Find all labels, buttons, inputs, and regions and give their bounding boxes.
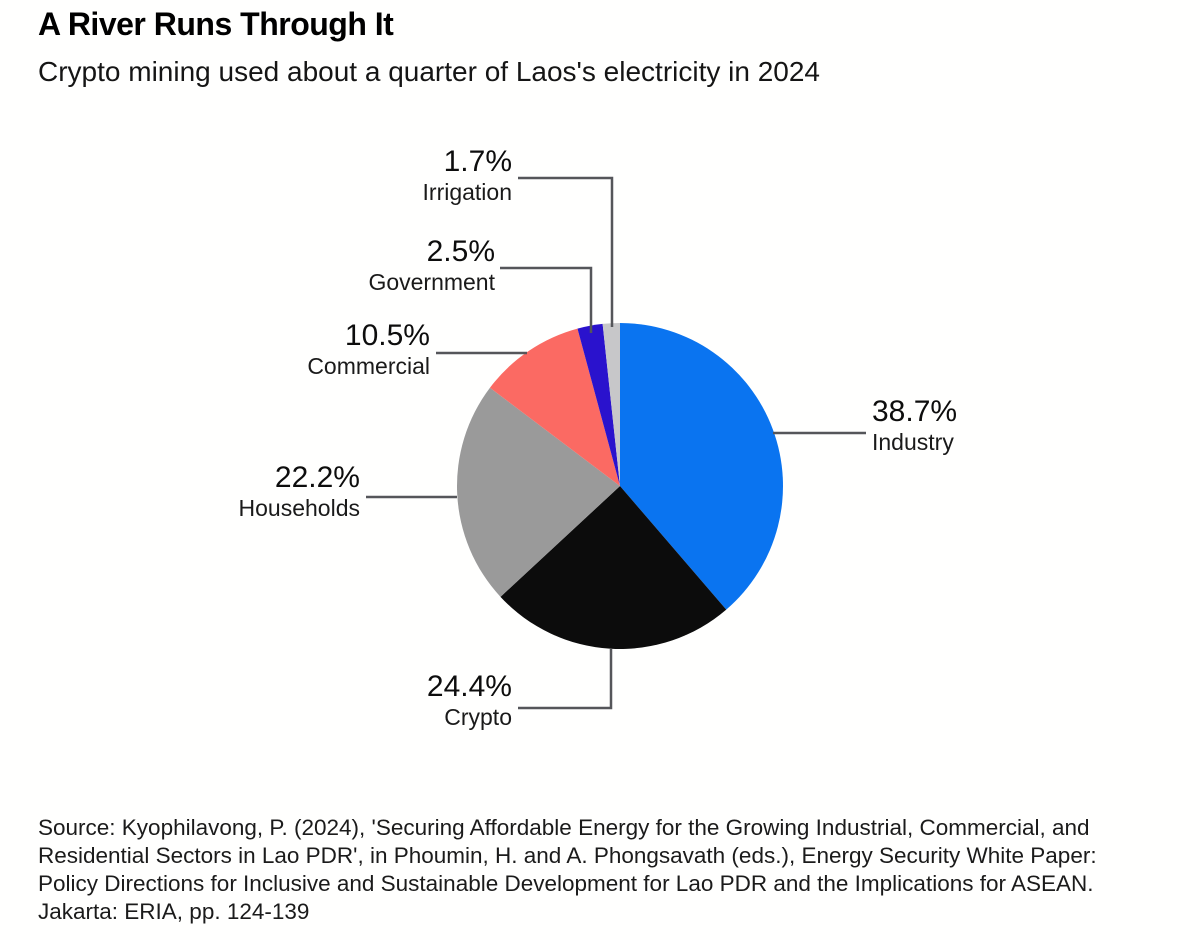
chart-title: A River Runs Through It — [38, 6, 394, 42]
pie-slice-commercial — [489, 328, 620, 486]
label-government: 2.5% Government — [368, 236, 495, 296]
pie-slice-households — [457, 387, 620, 597]
source-line-4: Jakarta: ERIA, pp. 124-139 — [38, 899, 310, 924]
irrigation-name: Irrigation — [422, 179, 512, 205]
households-percent: 22.2% — [274, 461, 360, 494]
pie-slice-crypto — [500, 486, 727, 649]
pie-slice-industry — [620, 323, 783, 610]
commercial-percent: 10.5% — [344, 319, 430, 352]
leader-line-irrigation — [518, 176, 614, 327]
crypto-name: Crypto — [444, 704, 512, 730]
source-note: Source: Kyophilavong, P. (2024), 'Securi… — [38, 814, 1097, 926]
leader-line-crypto — [518, 649, 613, 710]
government-name: Government — [368, 269, 495, 295]
source-line-1: Source: Kyophilavong, P. (2024), 'Securi… — [38, 815, 1090, 840]
industry-name: Industry — [872, 429, 954, 455]
government-percent: 2.5% — [426, 235, 495, 268]
pie-slice-government — [577, 323, 620, 486]
label-commercial: 10.5% Commercial — [307, 320, 430, 380]
label-households: 22.2% Households — [239, 462, 360, 522]
irrigation-percent: 1.7% — [443, 145, 512, 178]
source-line-2: Residential Sectors in Lao PDR', in Phou… — [38, 843, 1097, 868]
chart-subtitle: Crypto mining used about a quarter of La… — [38, 56, 821, 87]
commercial-name: Commercial — [307, 353, 430, 379]
label-crypto: 24.4% Crypto — [427, 671, 512, 731]
label-industry: 38.7% Industry — [872, 396, 957, 456]
crypto-percent: 24.4% — [426, 670, 512, 703]
households-name: Households — [238, 495, 360, 521]
source-line-3: Policy Directions for Inclusive and Sust… — [38, 871, 1094, 896]
pie-slice-irrigation — [602, 323, 620, 486]
industry-percent: 38.7% — [872, 395, 958, 428]
leader-line-government — [500, 266, 593, 333]
label-irrigation: 1.7% Irrigation — [423, 146, 512, 206]
